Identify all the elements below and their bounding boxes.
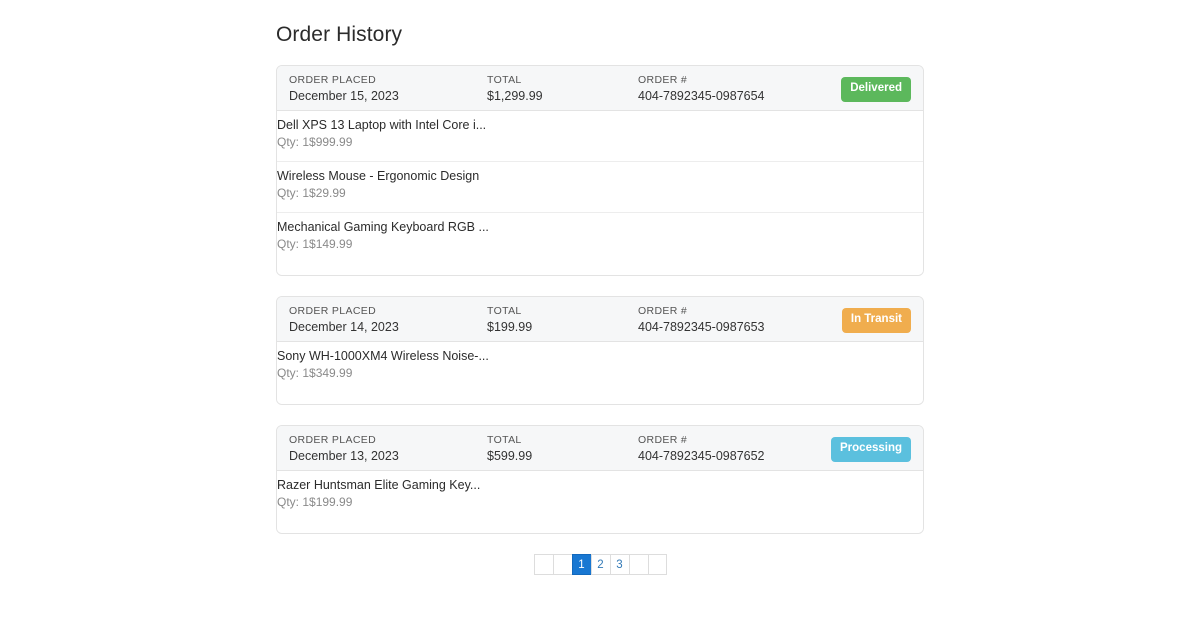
order-field: ORDER # 404-7892345-0987654 [638, 74, 765, 104]
order-item[interactable]: Sony WH-1000XM4 Wireless Noise-... Qty: 1… [277, 342, 923, 404]
pagination-page-1[interactable]: 1 [571, 554, 591, 575]
order-placed-value: December 13, 2023 [289, 449, 399, 463]
order-total-label: TOTAL [487, 305, 522, 317]
order-item[interactable]: Dell XPS 13 Laptop with Intel Core i... Q… [277, 111, 923, 162]
order-card-header: ORDER PLACED December 15, 2023 TOTAL $1,299… [277, 66, 923, 111]
order-field: ORDER # 404-7892345-0987653 [638, 305, 765, 335]
status-badge: In Transit [841, 308, 911, 333]
pagination-nav-cell[interactable] [533, 554, 553, 575]
order-item-price: $999.99 [309, 135, 353, 149]
order-history-content: Order History ORDER PLACED December 15, 2… [276, 22, 924, 575]
order-total-label: TOTAL [487, 434, 522, 446]
order-item-meta: Qty: 1$999.99 [277, 134, 923, 151]
order-field: TOTAL $599.99 [487, 434, 532, 464]
order-number-value: 404-7892345-0987652 [638, 449, 765, 463]
order-number-label: ORDER # [638, 305, 688, 317]
order-item-meta: Qty: 1$199.99 [277, 494, 923, 511]
order-item-meta: Qty: 1$349.99 [277, 365, 923, 382]
order-placed-value: December 15, 2023 [289, 89, 399, 103]
order-card-header: ORDER PLACED December 13, 2023 TOTAL $599.9… [277, 426, 923, 471]
pagination-page-3[interactable]: 3 [609, 554, 629, 575]
order-item-qty: Qty: 1 [277, 237, 310, 251]
order-placed-label: ORDER PLACED [289, 434, 377, 446]
order-number-value: 404-7892345-0987654 [638, 89, 765, 103]
order-field: TOTAL $1,299.99 [487, 74, 543, 104]
order-total-value: $1,299.99 [487, 89, 543, 103]
order-field: TOTAL $199.99 [487, 305, 532, 335]
order-number-value: 404-7892345-0987653 [638, 320, 765, 334]
order-item-list: Sony WH-1000XM4 Wireless Noise-... Qty: 1… [277, 342, 923, 404]
order-total-value: $199.99 [487, 320, 533, 334]
order-item-meta: Qty: 1$149.99 [277, 236, 923, 253]
order-item-title: Sony WH-1000XM4 Wireless Noise-... [277, 349, 489, 363]
page-title: Order History [276, 23, 403, 46]
pagination-nav-cell[interactable] [628, 554, 648, 575]
order-list: ORDER PLACED December 15, 2023 TOTAL $1,299… [276, 65, 924, 534]
order-item[interactable]: Razer Huntsman Elite Gaming Key... Qty: 1… [277, 471, 923, 533]
order-field: ORDER # 404-7892345-0987652 [638, 434, 765, 464]
order-card-header: ORDER PLACED December 14, 2023 TOTAL $199.9… [277, 297, 923, 342]
order-number-label: ORDER # [638, 434, 688, 446]
order-item-list: Dell XPS 13 Laptop with Intel Core i... Q… [277, 111, 923, 275]
order-field: ORDER PLACED December 15, 2023 [289, 74, 399, 104]
order-item-price: $29.99 [309, 186, 346, 200]
status-badge: Processing [831, 437, 911, 462]
order-card: ORDER PLACED December 13, 2023 TOTAL $599.9… [276, 425, 924, 534]
order-card: ORDER PLACED December 14, 2023 TOTAL $199.9… [276, 296, 924, 405]
order-item-price: $349.99 [309, 366, 353, 380]
order-placed-label: ORDER PLACED [289, 305, 377, 317]
pagination-nav-cell[interactable] [552, 554, 572, 575]
order-item[interactable]: Mechanical Gaming Keyboard RGB ... Qty: 1… [277, 213, 923, 275]
order-placed-label: ORDER PLACED [289, 74, 377, 86]
order-item-title: Wireless Mouse - Ergonomic Design [277, 169, 480, 183]
pagination-nav-cell[interactable] [647, 554, 667, 575]
order-item-title: Razer Huntsman Elite Gaming Key... [277, 478, 481, 492]
order-item-qty: Qty: 1 [277, 186, 310, 200]
order-card: ORDER PLACED December 15, 2023 TOTAL $1,299… [276, 65, 924, 276]
order-item[interactable]: Wireless Mouse - Ergonomic Design Qty: 1$… [277, 162, 923, 213]
order-item-price: $149.99 [309, 237, 353, 251]
order-field: ORDER PLACED December 14, 2023 [289, 305, 399, 335]
order-item-title: Mechanical Gaming Keyboard RGB ... [277, 220, 489, 234]
order-item-qty: Qty: 1 [277, 135, 310, 149]
order-field: ORDER PLACED December 13, 2023 [289, 434, 399, 464]
status-badge: Delivered [841, 77, 911, 102]
order-total-value: $599.99 [487, 449, 533, 463]
order-item-qty: Qty: 1 [277, 495, 310, 509]
pagination-page-2[interactable]: 2 [590, 554, 610, 575]
order-total-label: TOTAL [487, 74, 522, 86]
order-item-list: Razer Huntsman Elite Gaming Key... Qty: 1… [277, 471, 923, 533]
order-number-label: ORDER # [638, 74, 688, 86]
order-item-meta: Qty: 1$29.99 [277, 185, 923, 202]
order-item-title: Dell XPS 13 Laptop with Intel Core i... [277, 118, 487, 132]
order-item-price: $199.99 [309, 495, 353, 509]
order-item-qty: Qty: 1 [277, 366, 310, 380]
order-placed-value: December 14, 2023 [289, 320, 399, 334]
